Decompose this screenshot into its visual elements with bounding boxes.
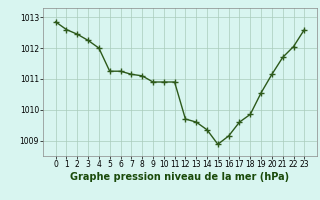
X-axis label: Graphe pression niveau de la mer (hPa): Graphe pression niveau de la mer (hPa) [70,172,290,182]
